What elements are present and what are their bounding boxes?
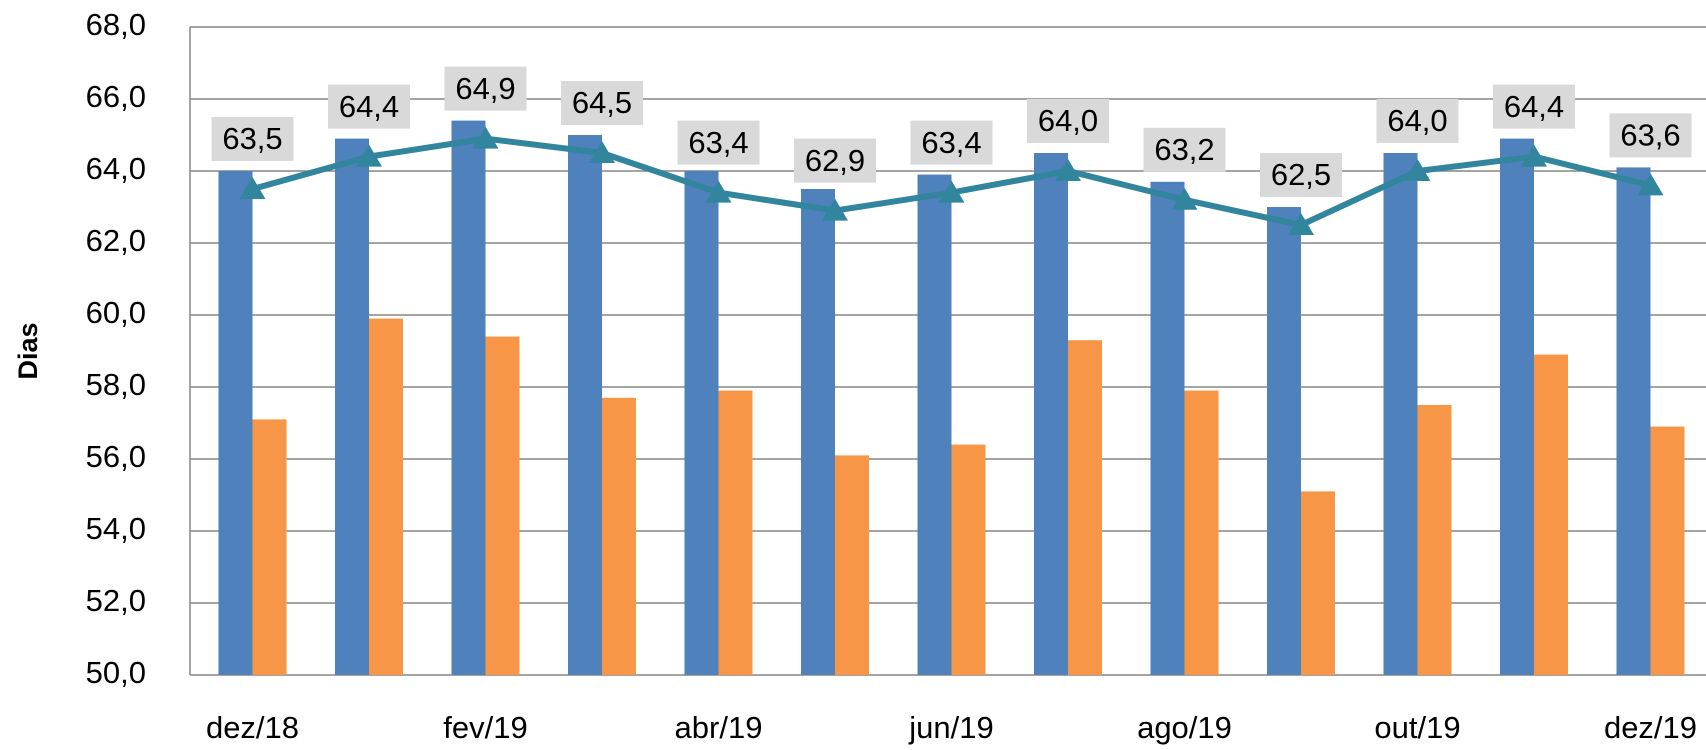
x-tick-label: ago/19 [1137, 710, 1232, 745]
marker [822, 198, 848, 221]
data-label: 64,9 [455, 71, 515, 106]
x-tick-label: jun/19 [908, 710, 993, 745]
label-box [1260, 153, 1342, 197]
marker [1055, 159, 1081, 181]
bar [917, 174, 952, 675]
marker [1288, 213, 1314, 235]
y-tick-label: 66,0 [86, 79, 146, 114]
marker [1637, 173, 1664, 196]
bar [1534, 354, 1568, 675]
bar [218, 171, 253, 675]
bar [1068, 340, 1102, 675]
bar [1616, 167, 1651, 675]
label-box [1376, 99, 1459, 143]
bar [451, 120, 486, 676]
bar [1650, 426, 1685, 675]
bar [602, 397, 636, 675]
marker [589, 141, 615, 163]
data-label: 64,0 [1038, 103, 1098, 138]
marker [1521, 144, 1547, 167]
marker [1171, 187, 1198, 210]
bar [684, 171, 719, 675]
bar [369, 318, 403, 675]
bar [335, 138, 369, 676]
data-label: 64,4 [339, 89, 399, 124]
y-tick-label: 68,0 [86, 7, 146, 42]
y-tick-label: 56,0 [86, 439, 146, 474]
label-box [211, 117, 294, 161]
label-box [910, 120, 993, 165]
bar [485, 336, 520, 675]
data-label: 63,5 [222, 121, 282, 156]
marker [1404, 159, 1431, 181]
data-label: 63,2 [1154, 132, 1214, 167]
bar [1417, 405, 1452, 675]
x-tick-label: abr/19 [675, 710, 763, 745]
data-label: 63,4 [688, 125, 748, 160]
label-box [1027, 99, 1109, 143]
bar [1034, 153, 1068, 675]
marker [356, 144, 382, 167]
bar [718, 390, 753, 675]
label-box [328, 84, 410, 129]
y-tick-label: 54,0 [86, 511, 146, 546]
label-box [794, 138, 876, 183]
y-tick-label: 64,0 [86, 151, 146, 186]
data-label: 62,9 [805, 143, 865, 178]
y-tick-label: 60,0 [86, 295, 146, 330]
label-box [561, 81, 643, 125]
data-label: 62,5 [1271, 157, 1331, 192]
marker [705, 180, 732, 203]
bar [1500, 138, 1534, 676]
bar [568, 135, 602, 675]
data-label: 63,6 [1620, 118, 1680, 153]
marker [472, 126, 499, 149]
x-tick-label: dez/19 [1604, 710, 1697, 745]
bar [1267, 207, 1301, 675]
x-tick-label: dez/18 [206, 710, 299, 745]
bar [252, 419, 287, 675]
label-box [1143, 127, 1226, 172]
y-tick-label: 58,0 [86, 367, 146, 402]
bar [1150, 181, 1185, 676]
data-label: 64,0 [1387, 103, 1447, 138]
data-label: 64,4 [1504, 89, 1564, 124]
marker [938, 180, 965, 203]
bar [1383, 153, 1418, 675]
bar [951, 444, 986, 675]
y-tick-label: 50,0 [86, 655, 146, 690]
label-box [677, 120, 760, 165]
data-label: 63,4 [921, 125, 981, 160]
marker [239, 177, 266, 199]
y-axis-label: Dias [13, 322, 43, 379]
label-box [1493, 84, 1575, 129]
x-tick-label: fev/19 [443, 710, 527, 745]
bar [1184, 390, 1219, 675]
bar [801, 189, 835, 675]
bar [1301, 491, 1335, 675]
label-box [444, 66, 527, 111]
label-box [1609, 113, 1692, 158]
data-label: 64,5 [572, 85, 632, 120]
y-tick-label: 52,0 [86, 583, 146, 618]
x-tick-label: out/19 [1374, 710, 1460, 745]
bar [835, 455, 869, 675]
y-tick-label: 62,0 [86, 223, 146, 258]
